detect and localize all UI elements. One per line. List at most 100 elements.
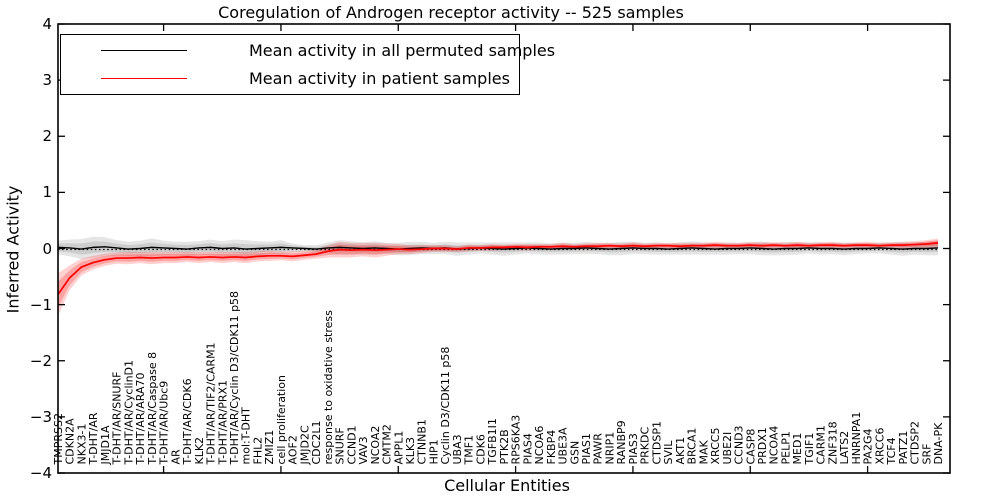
x-tick-label: T-DHT/AR/PRX1 xyxy=(216,380,229,466)
x-tick-label: CTDSP2 xyxy=(909,421,922,464)
legend-entry-patient: Mean activity in patient samples xyxy=(61,66,519,92)
x-tick-label: JMJD2C xyxy=(298,425,311,465)
x-tick-label: T-DHT/AR/TIF2/CARM1 xyxy=(205,342,218,465)
x-tick-label: FKBP4 xyxy=(545,430,558,465)
x-tick-label: T-DHT/AR/CyclinD1 xyxy=(122,360,135,466)
x-tick-label: MAK xyxy=(697,439,710,464)
patient-band-outer xyxy=(58,238,938,316)
x-tick-label: TGIF1 xyxy=(803,433,816,466)
y-tick-label: −2 xyxy=(29,351,52,370)
x-tick-label: UBA3 xyxy=(451,434,464,464)
x-tick-label: LATS2 xyxy=(838,431,851,465)
legend-label-patient: Mean activity in patient samples xyxy=(249,69,510,89)
y-tick-label: −4 xyxy=(29,464,52,482)
x-tick-label: PELP1 xyxy=(779,431,792,464)
x-tick-label: NCOA4 xyxy=(768,426,781,465)
x-tick-label: T-DHT/AR/SNURF xyxy=(111,372,124,466)
x-tick-label: AKT1 xyxy=(674,437,687,465)
x-tick-label: XRCC5 xyxy=(709,428,722,465)
y-tick-label: 4 xyxy=(42,15,52,33)
x-tick-label: JMJD1A xyxy=(99,425,112,465)
x-tick-label: UBE2I xyxy=(721,432,734,465)
y-tick-label: −3 xyxy=(29,407,52,426)
x-tick-label: PA2G4 xyxy=(862,429,875,465)
x-tick-label: T-DHT/AR/Ubc9 xyxy=(158,381,171,466)
x-tick-label: AOF2 xyxy=(287,435,300,464)
x-tick-label: UBE3A xyxy=(557,427,570,465)
x-tick-label: AR xyxy=(169,449,182,465)
x-tick-label: mol:T-DHT xyxy=(240,407,253,465)
x-tick-label: CDK6 xyxy=(474,434,487,464)
patient-band-inner xyxy=(58,240,938,308)
x-tick-label: CDKN2A xyxy=(64,418,77,465)
x-tick-label: CTNNB1 xyxy=(416,419,429,464)
x-tick-label: PIAS4 xyxy=(521,433,534,464)
x-tick-label: T-DHT/AR/ARA70 xyxy=(134,373,147,466)
x-tick-label: CDC2L1 xyxy=(310,421,323,465)
x-tick-label: NCOA2 xyxy=(369,426,382,465)
x-tick-label: CCND1 xyxy=(345,425,358,464)
y-tick-label: 2 xyxy=(42,127,52,146)
x-tick-label: PRKDC xyxy=(639,427,652,465)
x-tick-label: PATZ1 xyxy=(897,431,910,465)
x-tick-label: CARM1 xyxy=(815,425,828,464)
permuted-line-sample xyxy=(101,49,187,51)
x-tick-label: XRCC6 xyxy=(873,428,886,465)
x-tick-label: NCOA6 xyxy=(533,426,546,465)
x-tick-label: ZMIZ1 xyxy=(263,430,276,465)
x-tick-label: T-DHT/AR xyxy=(87,412,100,465)
x-tick-label: CMTM2 xyxy=(381,424,394,464)
x-tick-label: APPL1 xyxy=(392,431,405,465)
x-tick-label: HIP1 xyxy=(427,439,440,464)
y-tick-label: 3 xyxy=(42,71,52,90)
x-tick-label: PIAS3 xyxy=(627,433,640,464)
x-tick-label: SRF xyxy=(920,444,933,465)
x-tick-label: MED1 xyxy=(791,433,804,465)
x-tick-label: PAWR xyxy=(592,433,605,465)
x-tick-label: ZNF318 xyxy=(826,421,839,464)
x-tick-label: TGFB1I1 xyxy=(486,418,499,465)
x-tick-label: CTDSP1 xyxy=(650,421,663,464)
x-tick-label: DNA-PK xyxy=(932,422,945,465)
x-tick-label: PIAS1 xyxy=(580,433,593,464)
x-tick-label: NKX3-1 xyxy=(75,424,88,465)
x-tick-label: response to oxidative stress xyxy=(322,310,335,465)
x-tick-label: Cyclin D3/CDK11 p58 xyxy=(439,347,452,465)
x-tick-label: RANBP9 xyxy=(615,420,628,464)
permuted-mean-line xyxy=(57,246,939,250)
x-tick-label: T-DHT/AR/Cyclin D3/CDK11 p58 xyxy=(228,291,241,466)
legend-entry-permuted: Mean activity in all permuted samples xyxy=(61,37,555,63)
x-tick-label: FHL2 xyxy=(251,437,264,465)
legend-label-permuted: Mean activity in all permuted samples xyxy=(249,40,556,60)
x-tick-label: CCND3 xyxy=(733,425,746,464)
x-tick-label: PRDX1 xyxy=(756,427,769,464)
y-tick-label: −1 xyxy=(29,295,52,314)
x-tick-label: T-DHT/AR/CDK6 xyxy=(181,378,194,465)
x-tick-label: TCF4 xyxy=(885,437,898,465)
x-tick-label: TMPRSS2 xyxy=(52,413,65,465)
x-tick-label: NRIP1 xyxy=(603,432,616,465)
x-tick-label: TMF1 xyxy=(463,435,476,466)
patient-line-sample xyxy=(101,78,187,80)
x-tick-label: SNURF xyxy=(334,427,347,464)
x-tick-label: SVIL xyxy=(662,440,675,465)
x-tick-label: GSN xyxy=(568,441,581,465)
legend: Mean activity in all permuted samples Me… xyxy=(60,34,555,95)
x-tick-label: KLK3 xyxy=(404,437,417,465)
x-tick-label: T-DHT/AR/Caspase 8 xyxy=(146,352,159,466)
y-tick-label: 1 xyxy=(42,183,52,202)
patient-mean-line xyxy=(57,242,939,296)
x-tick-label: HNRNPA1 xyxy=(850,412,863,465)
x-tick-label: KLK2 xyxy=(193,437,206,465)
x-axis-label: Cellular Entities xyxy=(444,476,570,495)
x-tick-label: BRCA1 xyxy=(686,428,699,465)
x-tick-label: PTK2B xyxy=(498,429,511,464)
x-tick-label: VAV3 xyxy=(357,436,370,464)
x-tick-label: RPS6KA3 xyxy=(510,415,523,465)
chart-title: Coregulation of Androgen receptor activi… xyxy=(218,3,684,22)
x-tick-label: CASP8 xyxy=(744,429,757,465)
x-tick-label: cell proliferation xyxy=(275,375,288,465)
y-tick-label: 0 xyxy=(42,239,52,258)
